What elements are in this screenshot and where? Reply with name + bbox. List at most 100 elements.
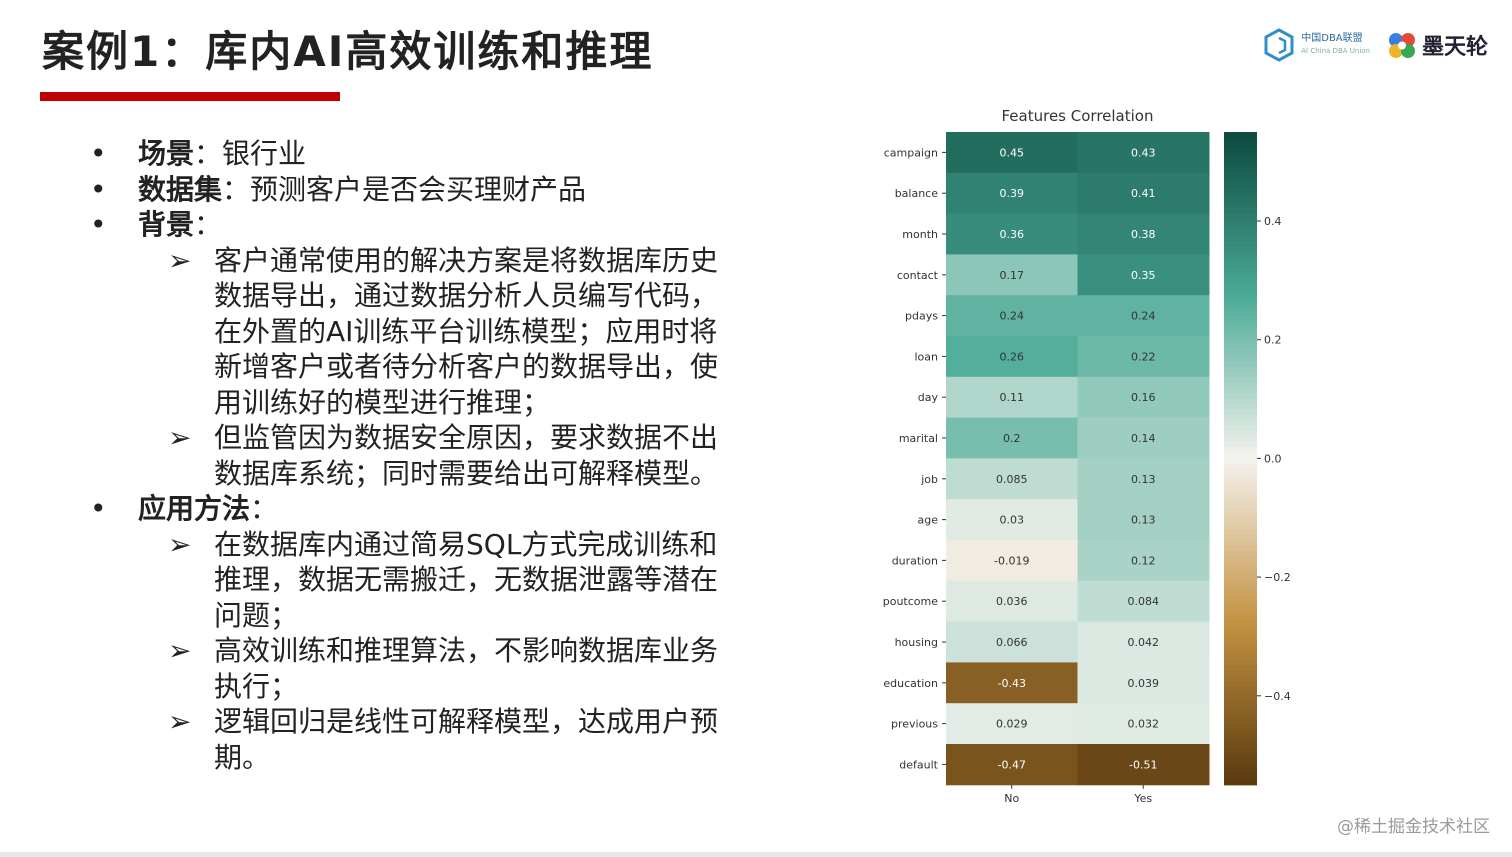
colorbar-segment — [1224, 518, 1257, 525]
footer-strip — [0, 852, 1512, 857]
cube-logo-icon — [1264, 28, 1294, 62]
column-label: Yes — [1133, 792, 1152, 805]
colorbar-segment — [1224, 714, 1257, 721]
colorbar-tick-label: 0.0 — [1264, 452, 1282, 465]
method-item-text: 逻辑回归是线性可解释模型，达成用户预期。 — [214, 705, 719, 774]
colorbar-segment — [1224, 235, 1257, 242]
colorbar-segment — [1224, 724, 1257, 731]
cell-label: -0.47 — [998, 758, 1026, 771]
cell-label: 0.14 — [1131, 432, 1156, 445]
heatmap-cell — [946, 213, 1078, 255]
cell-label: 0.36 — [1000, 228, 1025, 241]
row-label: month — [902, 228, 938, 241]
colorbar-segment — [1224, 376, 1257, 383]
colorbar-segment — [1224, 676, 1257, 683]
background-item-text: 客户通常使用的解决方案是将数据库历史数据导出，通过数据分析人员编写代码，在外置的… — [214, 243, 719, 419]
cell-label: 0.042 — [1128, 636, 1160, 649]
colorbar-segment — [1224, 534, 1257, 541]
colorbar-segment — [1224, 665, 1257, 672]
colorbar-segment — [1224, 692, 1257, 699]
colorbar-segment — [1224, 295, 1257, 302]
heatmap-cell — [946, 580, 1078, 623]
heatmap-cell — [946, 132, 1078, 174]
bullet-key: 背景 — [138, 208, 195, 241]
heatmap-cell — [1077, 132, 1210, 174]
colorbar-segment — [1224, 404, 1257, 411]
method-item: ➢ 在数据库内通过简易SQL方式完成训练和推理，数据无需搬迁，无数据泄露等潜在问… — [90, 527, 730, 634]
colorbar-segment — [1224, 779, 1257, 786]
colorbar-segment — [1224, 588, 1257, 595]
colorbar-segment — [1224, 387, 1257, 394]
dba-union-logo: 中国DBA联盟 AI China DBA Union — [1263, 28, 1370, 62]
colorbar-segment — [1224, 327, 1257, 334]
colorbar-segment — [1224, 621, 1257, 628]
bullet-sep: ： — [194, 137, 223, 170]
colorbar-segment — [1224, 681, 1257, 688]
colorbar-segment — [1224, 442, 1257, 449]
colorbar-segment — [1224, 529, 1257, 536]
heatmap-cell — [1077, 540, 1210, 582]
colorbar-segment — [1224, 501, 1257, 508]
arrow-bullet-icon: ➢ — [168, 421, 192, 454]
heatmap-cell — [946, 295, 1078, 337]
colorbar-segment — [1224, 208, 1257, 215]
heatmap-cell — [946, 662, 1078, 704]
colorbar-segment — [1224, 316, 1257, 323]
cell-label: 0.039 — [1128, 677, 1160, 690]
colorbar-segment — [1224, 246, 1257, 253]
colorbar-segment — [1224, 735, 1257, 742]
row-label: day — [918, 391, 939, 404]
heatmap-cell — [1077, 172, 1210, 215]
cell-label: 0.036 — [996, 595, 1028, 608]
cell-label: 0.38 — [1131, 228, 1156, 241]
colorbar-segment — [1224, 355, 1257, 362]
arrow-bullet-icon: ➢ — [168, 527, 192, 561]
heatmap-cell — [946, 499, 1078, 541]
colorbar-segment — [1224, 474, 1257, 481]
heatmap-cell — [1077, 744, 1210, 786]
colorbar-segment — [1224, 583, 1257, 590]
heatmap-cell — [1077, 580, 1210, 623]
colorbar-segment — [1224, 610, 1257, 617]
colorbar-segment — [1224, 175, 1257, 182]
pinwheel-logo-icon — [1388, 33, 1415, 58]
bullet-key: 应用方法 — [138, 492, 251, 525]
colorbar-segment — [1224, 393, 1257, 400]
heatmap-cell — [946, 703, 1078, 745]
method-item-text: 在数据库内通过简易SQL方式完成训练和推理，数据无需搬迁，无数据泄露等潜在问题； — [214, 527, 719, 632]
colorbar-segment — [1224, 137, 1257, 144]
colorbar-segment — [1224, 360, 1257, 367]
row-label: education — [883, 677, 938, 690]
colorbar-segment — [1224, 463, 1257, 470]
colorbar-segment — [1224, 425, 1257, 432]
row-label: pdays — [905, 310, 938, 323]
colorbar-segment — [1224, 219, 1257, 226]
colorbar-segment — [1224, 768, 1257, 775]
colorbar-segment — [1224, 703, 1257, 710]
background-item: ➢ 但监管因为数据安全原因，要求数据不出数据库系统；同时需要给出可解释模型。 — [90, 420, 730, 491]
heatmap-cell — [1077, 499, 1210, 541]
colorbar-segment — [1224, 382, 1257, 389]
colorbar-segment — [1224, 268, 1257, 275]
colorbar-tick-label: 0.4 — [1264, 215, 1282, 228]
cell-label: 0.22 — [1131, 350, 1156, 363]
bullet-background: • 背景： — [90, 207, 730, 243]
colorbar-segment — [1224, 333, 1257, 340]
cell-label: 0.35 — [1131, 269, 1156, 282]
heatmap-cell — [1077, 458, 1210, 500]
row-label: loan — [915, 350, 939, 363]
cell-label: 0.24 — [1131, 310, 1156, 323]
colorbar-segment — [1224, 485, 1257, 492]
bullet-key: 场景 — [138, 137, 195, 170]
colorbar-segment — [1224, 578, 1257, 585]
colorbar-segment — [1224, 213, 1257, 220]
colorbar-segment — [1224, 148, 1257, 155]
bullet-scenario: • 场景：银行业 — [90, 136, 730, 172]
row-label: contact — [897, 269, 939, 282]
row-label: balance — [895, 187, 939, 200]
colorbar-segment — [1224, 306, 1257, 313]
bullet-key: 数据集 — [138, 172, 223, 206]
colorbar-segment — [1224, 414, 1257, 421]
colorbar-segment — [1224, 273, 1257, 280]
